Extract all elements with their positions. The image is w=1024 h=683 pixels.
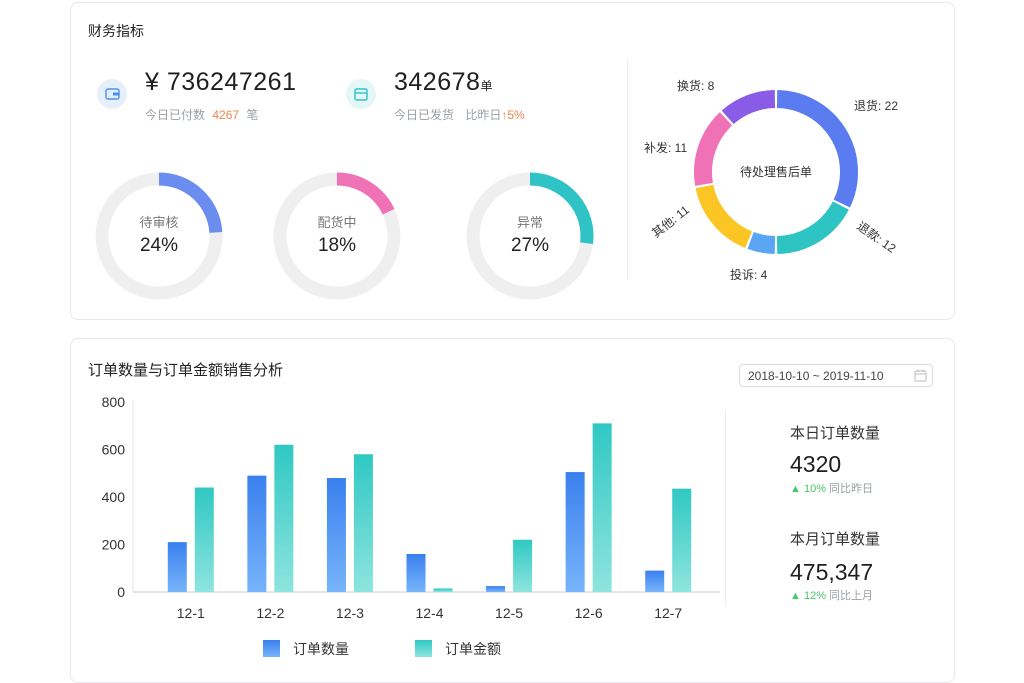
bar-订单数量-12-3 bbox=[326, 478, 346, 592]
donut-label-other: 其他: 11 bbox=[649, 203, 692, 241]
finance-divider bbox=[627, 60, 628, 280]
shipped-compare-label: 比昨日 bbox=[465, 108, 502, 122]
sales-divider bbox=[725, 410, 726, 605]
paid-unit: 笔 bbox=[246, 108, 259, 122]
bar-订单金额-12-3 bbox=[353, 454, 373, 592]
donut-segment-退款 bbox=[776, 201, 849, 254]
x-tick-label: 12-6 bbox=[575, 605, 603, 621]
today-orders-change: ▲ 10% 同比昨日 bbox=[790, 480, 873, 496]
ring-pct-pending: 24% bbox=[139, 235, 179, 256]
bar-订单数量-12-7 bbox=[645, 570, 665, 592]
ring-pct-abnormal: 27% bbox=[510, 235, 550, 256]
date-range-text: 2018-10-10 ~ 2019-11-10 bbox=[748, 369, 884, 383]
bar-订单数量-12-5 bbox=[486, 586, 506, 592]
x-tick-label: 12-2 bbox=[256, 605, 284, 621]
ring-label-picking: 配货中 bbox=[317, 215, 357, 230]
bar-订单数量-12-1 bbox=[167, 542, 187, 592]
ring-progress-abnormal bbox=[529, 172, 594, 244]
bar-订单金额-12-5 bbox=[513, 539, 533, 592]
bar-订单数量-12-4 bbox=[406, 554, 426, 592]
sales-card bbox=[70, 338, 955, 683]
donut-label-resend: 补发: 11 bbox=[644, 140, 687, 155]
after-sales-donut: 待处理售后单 退货: 22 退款: 12 投诉: 4 其他: 11 补发: 11… bbox=[644, 78, 899, 282]
donut-label-exchange: 换货: 8 bbox=[677, 78, 715, 93]
calendar-icon[interactable] bbox=[914, 369, 927, 385]
donut-segment-换货 bbox=[721, 90, 776, 125]
ring-pct-picking: 18% bbox=[317, 235, 357, 256]
bar-订单金额-12-2 bbox=[274, 444, 294, 592]
wallet-icon bbox=[97, 79, 127, 109]
x-tick-label: 12-4 bbox=[415, 605, 443, 621]
today-orders-value: 4320 bbox=[790, 451, 842, 477]
bar-订单金额-12-7 bbox=[672, 488, 692, 592]
x-tick-label: 12-1 bbox=[177, 605, 205, 621]
finance-title: 财务指标 bbox=[88, 23, 144, 39]
donut-label-return: 退货: 22 bbox=[854, 98, 898, 113]
month-orders-value: 475,347 bbox=[790, 559, 874, 585]
y-tick-label: 0 bbox=[117, 584, 125, 600]
donut-segment-投诉 bbox=[747, 231, 776, 254]
today-compare-label: 同比昨日 bbox=[829, 483, 874, 495]
donut-segment-其他 bbox=[695, 184, 753, 249]
sales-title: 订单数量与订单金额销售分析 bbox=[88, 362, 284, 379]
donut-segment-退货 bbox=[776, 90, 858, 208]
status-rings bbox=[95, 172, 594, 300]
bar-订单金额-12-6 bbox=[592, 423, 612, 592]
x-tick-label: 12-7 bbox=[654, 605, 682, 621]
legend-label-订单金额: 订单金额 bbox=[445, 641, 501, 657]
paid-amount: ¥ 736247261 bbox=[145, 68, 297, 96]
donut-center-label: 待处理售后单 bbox=[740, 164, 812, 179]
legend-label-订单数量: 订单数量 bbox=[293, 641, 349, 657]
shipped-value: 342678 bbox=[394, 68, 481, 96]
month-orders-change: ▲ 12% 同比上月 bbox=[790, 587, 873, 603]
y-tick-label: 200 bbox=[102, 537, 126, 553]
y-tick-label: 800 bbox=[102, 394, 126, 410]
date-range-picker[interactable]: 2018-10-10 ~ 2019-11-10 bbox=[739, 364, 933, 387]
bar-订单金额-12-4 bbox=[433, 588, 453, 592]
month-change-value: 12% bbox=[803, 590, 826, 602]
shipped-change: ↑5% bbox=[501, 108, 525, 122]
legend-swatch-订单金额 bbox=[415, 640, 432, 657]
shipped-unit: 单 bbox=[480, 79, 493, 93]
bar-订单金额-12-1 bbox=[194, 487, 214, 592]
legend-swatch-订单数量 bbox=[263, 640, 280, 657]
ring-label-abnormal: 异常 bbox=[516, 215, 543, 230]
shipped-amount: 342678单 bbox=[394, 68, 493, 97]
paid-count: 4267 bbox=[212, 108, 240, 122]
month-compare-label: 同比上月 bbox=[829, 590, 874, 602]
paid-sub-label: 今日已付数 bbox=[145, 108, 206, 122]
shipped-sub-label: 今日已发货 bbox=[394, 108, 455, 122]
y-tick-label: 400 bbox=[102, 489, 126, 505]
finance-card bbox=[70, 2, 955, 320]
ring-label-pending: 待审核 bbox=[139, 215, 179, 230]
donut-label-refund: 退款: 12 bbox=[854, 219, 898, 256]
x-tick-label: 12-5 bbox=[495, 605, 523, 621]
today-change-value: 10% bbox=[803, 483, 826, 495]
donut-label-complaint: 投诉: 4 bbox=[730, 267, 768, 282]
paid-sub: 今日已付数 4267 笔 bbox=[145, 106, 258, 123]
up-arrow-icon: ▲ bbox=[790, 483, 801, 495]
y-tick-label: 600 bbox=[102, 442, 126, 458]
sales-bar-chart: 0 200 400 600 800 12-1 12-2 12-3 12-4 12-5 12-6 12-… bbox=[102, 394, 720, 657]
bar-订单数量-12-2 bbox=[247, 475, 267, 592]
bar-订单数量-12-6 bbox=[565, 472, 585, 592]
ring-progress-pending bbox=[158, 172, 223, 234]
shipped-sub: 今日已发货 比昨日↑5% bbox=[394, 106, 525, 123]
donut-segment-补发 bbox=[694, 112, 733, 186]
x-tick-label: 12-3 bbox=[336, 605, 364, 621]
up-arrow-icon: ▲ bbox=[790, 590, 801, 602]
month-orders-title: 本月订单数量 bbox=[790, 531, 881, 548]
box-icon bbox=[346, 79, 376, 109]
ring-progress-picking bbox=[336, 172, 395, 215]
today-orders-title: 本日订单数量 bbox=[790, 425, 881, 442]
